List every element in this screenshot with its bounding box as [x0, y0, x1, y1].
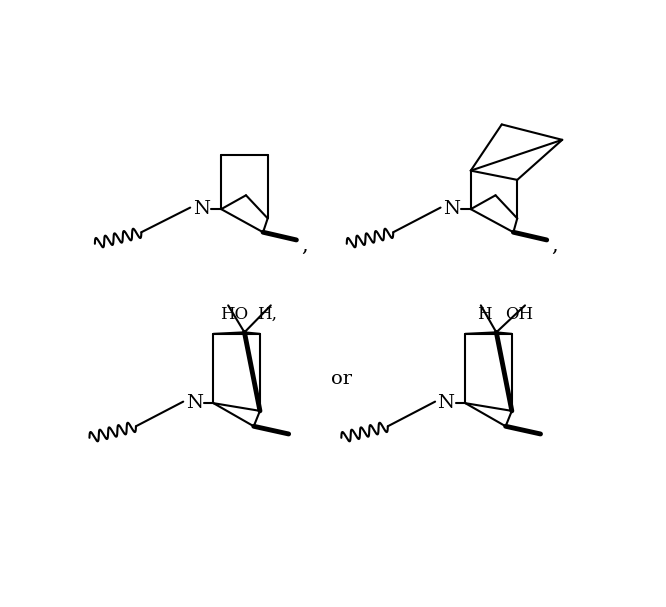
- Text: N: N: [186, 394, 202, 412]
- Text: N: N: [443, 200, 460, 218]
- Text: ,: ,: [551, 236, 557, 255]
- Text: or: or: [331, 370, 352, 387]
- Text: HO: HO: [220, 306, 248, 323]
- Text: ,: ,: [301, 236, 308, 255]
- Text: H,: H,: [257, 306, 277, 323]
- Text: OH: OH: [505, 306, 533, 323]
- Text: N: N: [192, 200, 210, 218]
- Text: H: H: [478, 306, 492, 323]
- Text: N: N: [438, 394, 454, 412]
